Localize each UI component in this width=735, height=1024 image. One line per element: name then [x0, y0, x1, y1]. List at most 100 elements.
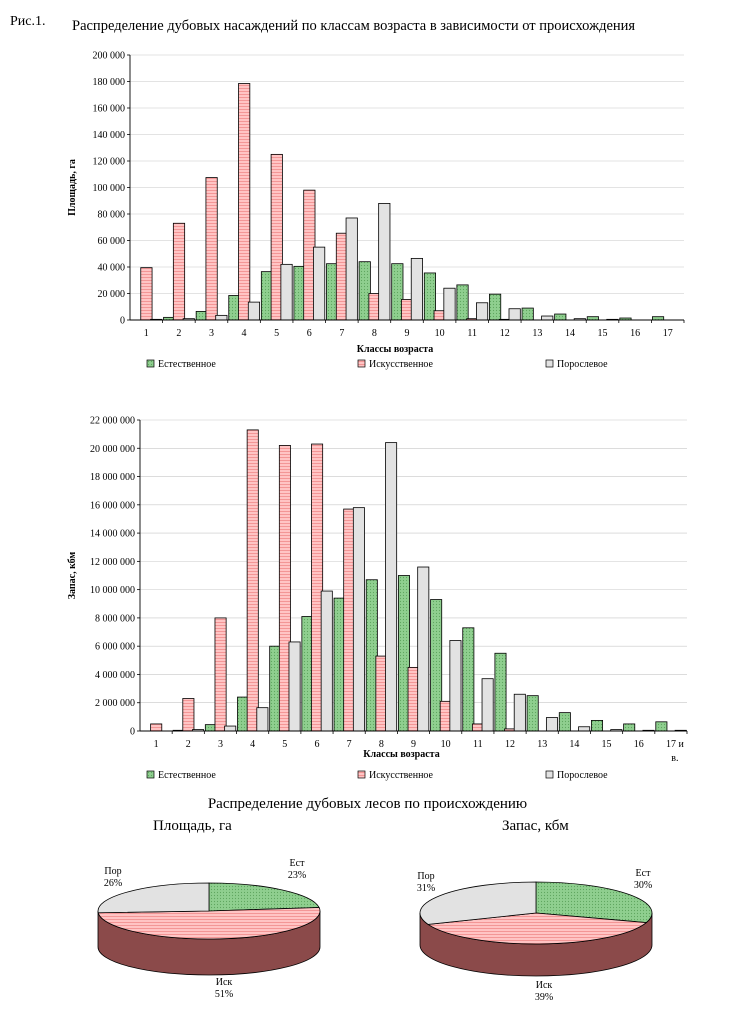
y-tick-label: 0: [130, 727, 135, 738]
pie-slice-пор: [419, 881, 537, 925]
pie-percent: 26%: [104, 878, 122, 889]
pie-volume-title: Запас, кбм: [502, 818, 569, 834]
legend-swatch-coppice: [545, 359, 554, 368]
bar-artificial-4: [246, 429, 259, 732]
legend-label-artificial: Искусственное: [369, 770, 434, 781]
x-tick-label: 16: [630, 328, 640, 339]
legend-swatch-artificial: [357, 770, 366, 779]
bar-natural-15: [586, 316, 599, 321]
y-axis-label: Запас, кбм: [67, 552, 78, 600]
y-tick-label: 10 000 000: [90, 585, 135, 596]
bar-natural-12: [489, 293, 502, 321]
bar-artificial-2: [172, 222, 186, 321]
bar-coppice-5: [288, 641, 301, 732]
pie-percent: 39%: [535, 992, 553, 1003]
volume-bar-chart: 0 2 000 000 4 000 000 6 000 000 8 000 000 10 …: [67, 416, 688, 781]
x-tick-label: 3: [209, 328, 214, 339]
pie-slice-ест: [208, 882, 320, 912]
bar-coppice-14: [578, 726, 591, 732]
x-tick-label: 17 и в.: [666, 739, 685, 764]
pie-area-title: Площадь, га: [153, 818, 232, 834]
legend-label-coppice: Порослевое: [557, 359, 608, 370]
bar-coppice-8: [378, 202, 391, 321]
x-tick-label: 9: [405, 328, 410, 339]
bar-coppice-9: [417, 566, 430, 732]
bar-coppice-3: [215, 314, 228, 321]
pie-slice-иск: [97, 907, 321, 940]
bar-coppice-11: [481, 678, 494, 732]
y-tick-label: 40 000: [98, 263, 126, 274]
x-tick-label: 2: [186, 739, 191, 750]
bar-coppice-8: [385, 442, 398, 732]
y-tick-label: 22 000 000: [90, 416, 135, 427]
x-tick-label: 4: [242, 328, 247, 339]
legend-label-natural: Естественное: [158, 770, 216, 781]
legend-label-coppice: Порослевое: [557, 770, 608, 781]
bar-artificial-1: [150, 723, 163, 732]
y-tick-label: 2 000 000: [95, 698, 135, 709]
legend-swatch-natural: [146, 359, 155, 368]
pie-label: Иск: [536, 980, 553, 991]
y-tick-label: 12 000 000: [90, 557, 135, 568]
pie-label: Иск: [216, 977, 233, 988]
x-tick-label: 6: [314, 739, 319, 750]
bar-coppice-6: [320, 590, 333, 732]
x-tick-label: 5: [282, 739, 287, 750]
x-tick-label: 7: [339, 328, 344, 339]
pie-percent: 23%: [288, 870, 306, 881]
pie-slice-пор: [97, 882, 210, 914]
y-tick-label: 6 000 000: [95, 642, 135, 653]
x-tick-label: 11: [467, 328, 477, 339]
x-tick-label: 13: [532, 328, 542, 339]
x-tick-label: 12: [505, 739, 515, 750]
legend-swatch-coppice: [545, 770, 554, 779]
legend-swatch-natural: [146, 770, 155, 779]
bar-natural-13: [521, 307, 534, 321]
y-tick-label: 8 000 000: [95, 613, 135, 624]
pie-percent: 51%: [215, 989, 233, 1000]
area-bar-chart: 0 20 000 40 000 60 000 80 000 100 000 120 000 1…: [67, 51, 685, 370]
y-tick-label: 14 000 000: [90, 529, 135, 540]
bar-natural-12: [494, 652, 507, 732]
bar-coppice-3: [224, 725, 237, 732]
x-tick-label: 7: [347, 739, 352, 750]
x-tick-label: 1: [154, 739, 159, 750]
bar-coppice-7: [352, 507, 365, 732]
y-tick-label: 200 000: [93, 51, 126, 62]
bar-coppice-12: [513, 693, 526, 732]
x-tick-label: 8: [372, 328, 377, 339]
y-tick-label: 18 000 000: [90, 472, 135, 483]
x-tick-label: 10: [435, 328, 445, 339]
x-tick-label: 14: [565, 328, 575, 339]
bar-artificial-3: [205, 177, 218, 321]
x-tick-label: 1: [144, 328, 149, 339]
y-tick-label: 120 000: [93, 157, 126, 168]
y-tick-label: 20 000 000: [90, 444, 135, 455]
bar-natural-17: [651, 316, 665, 321]
x-tick-label: 17: [663, 328, 673, 339]
figure-label: Рис.1.: [10, 14, 46, 29]
legend-label-natural: Естественное: [158, 359, 216, 370]
pie-percent: 31%: [417, 883, 435, 894]
pie-label: Ест: [290, 858, 306, 869]
figure-title: Распределение дубовых насаждений по клас…: [72, 18, 636, 34]
y-tick-label: 20 000: [98, 289, 126, 300]
pie-slice-ест: [535, 881, 653, 923]
bar-natural-16: [623, 723, 636, 732]
bar-coppice-4: [247, 301, 261, 321]
bar-coppice-5: [280, 263, 293, 321]
pie-label: Пор: [417, 871, 434, 882]
pie-label: Пор: [104, 866, 121, 877]
bar-coppice-7: [345, 217, 358, 321]
bar-artificial-1: [140, 267, 153, 321]
bar-coppice-9: [410, 257, 423, 321]
x-tick-label: 5: [274, 328, 279, 339]
bar-coppice-11: [476, 302, 489, 321]
y-tick-label: 16 000 000: [90, 500, 135, 511]
y-axis-label: Площадь, га: [67, 159, 78, 216]
x-tick-label: 6: [307, 328, 312, 339]
bar-coppice-13: [545, 717, 558, 732]
x-axis-label: Классы возраста: [363, 749, 439, 760]
x-tick-label: 2: [176, 328, 181, 339]
